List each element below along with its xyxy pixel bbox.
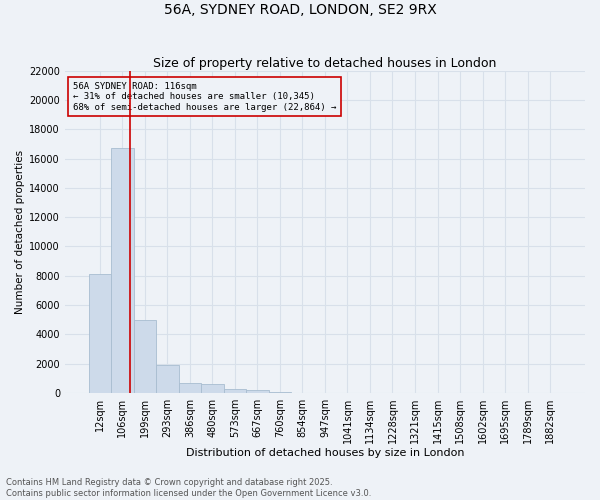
Bar (111, 148, 134, 393)
Text: 56A SYDNEY ROAD: 116sqm
← 31% of detached houses are smaller (10,345)
68% of sem: 56A SYDNEY ROAD: 116sqm ← 31% of detache… (73, 82, 336, 112)
X-axis label: Distribution of detached houses by size in London: Distribution of detached houses by size … (186, 448, 464, 458)
Bar (201, 384, 224, 393)
Bar (269, 392, 291, 393)
Bar (224, 389, 246, 393)
Bar (179, 382, 201, 393)
Bar (246, 390, 269, 393)
Bar (156, 365, 179, 393)
Bar (134, 320, 156, 393)
Text: Contains HM Land Registry data © Crown copyright and database right 2025.
Contai: Contains HM Land Registry data © Crown c… (6, 478, 371, 498)
Bar (89, 274, 111, 393)
Text: 56A, SYDNEY ROAD, LONDON, SE2 9RX: 56A, SYDNEY ROAD, LONDON, SE2 9RX (164, 2, 436, 16)
Title: Size of property relative to detached houses in London: Size of property relative to detached ho… (153, 56, 497, 70)
Y-axis label: Number of detached properties: Number of detached properties (15, 150, 25, 314)
